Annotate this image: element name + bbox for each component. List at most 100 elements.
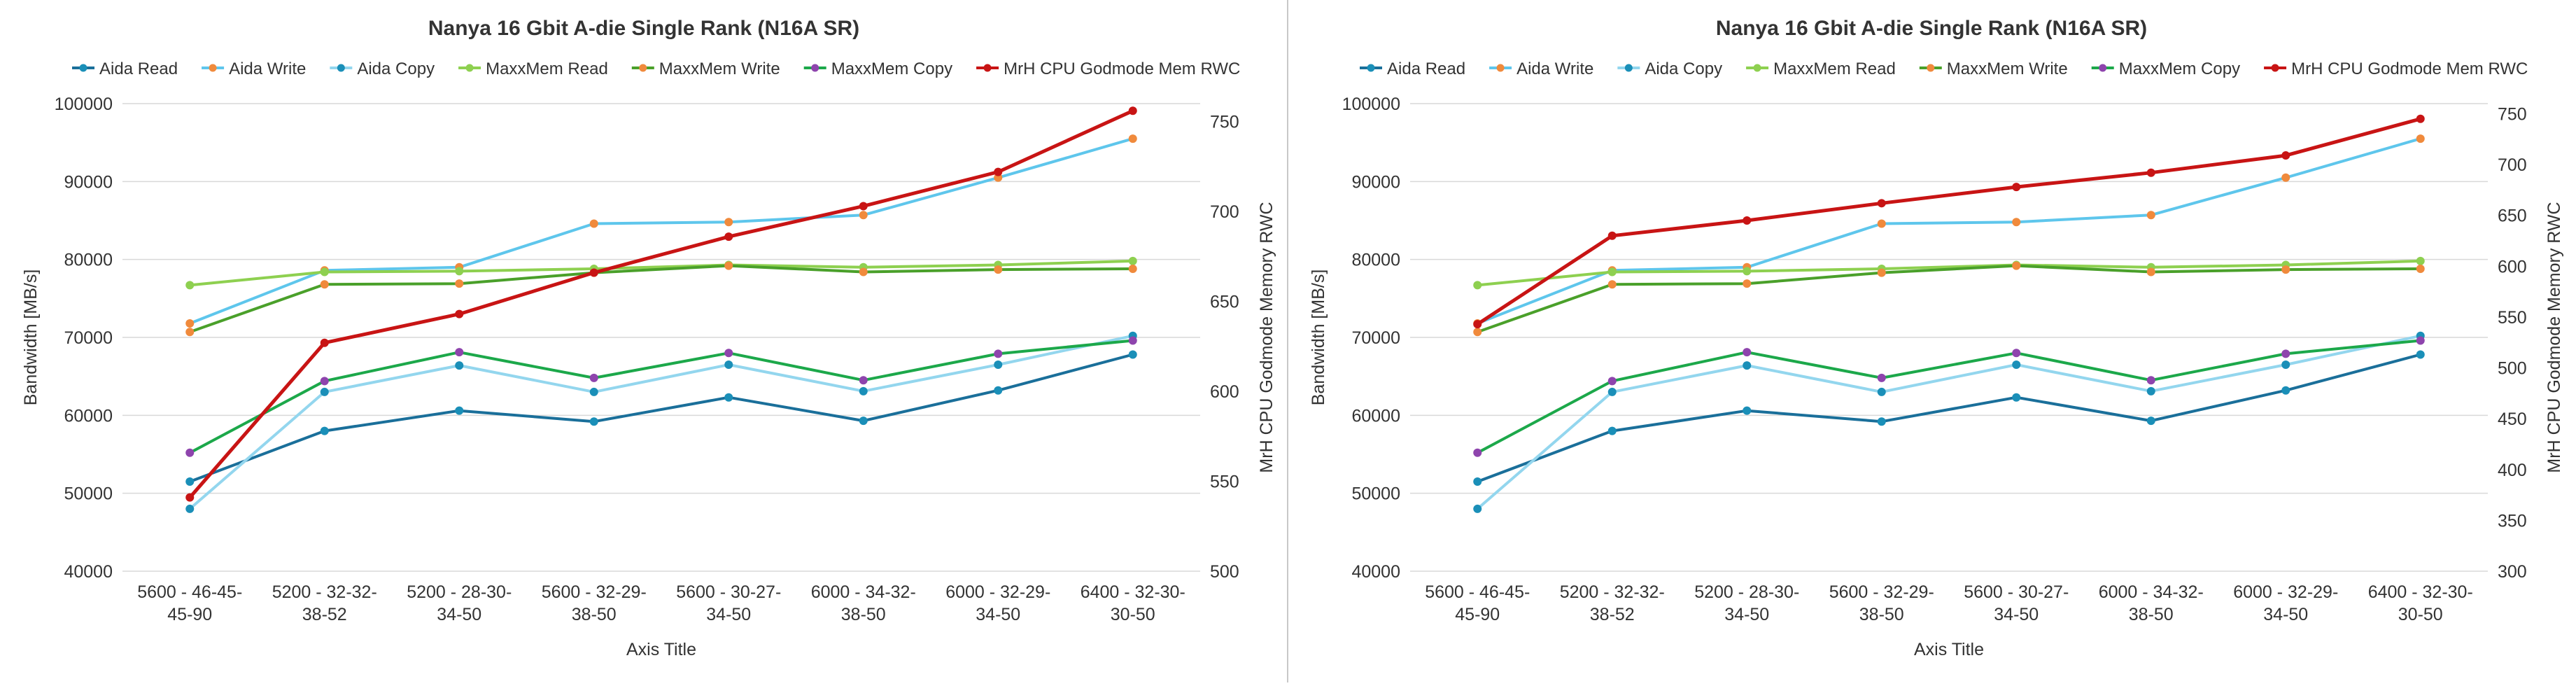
data-point	[1743, 361, 1752, 370]
data-point	[2281, 151, 2290, 160]
data-point	[859, 202, 868, 211]
data-point	[1877, 373, 1886, 382]
chart-panel-1: Nanya 16 Gbit A-die Single Rank (N16A SR…	[21, 17, 1276, 659]
data-point	[724, 349, 733, 358]
data-point	[2416, 256, 2425, 265]
data-point	[2281, 265, 2290, 274]
y2-tick-label: 500	[1210, 562, 1239, 582]
y-tick-label: 90000	[1351, 172, 1400, 192]
x-tick-label: 34-50	[1724, 605, 1769, 624]
x-tick-label: 5600 - 30-27-	[1964, 582, 2069, 602]
data-point	[994, 167, 1003, 176]
data-point	[2416, 350, 2425, 359]
legend-swatch-marker	[209, 64, 217, 72]
data-point	[185, 504, 195, 513]
x-tick-label: 5200 - 32-32-	[272, 582, 377, 602]
series-line	[1476, 334, 2421, 510]
series-line	[189, 137, 1134, 325]
data-point	[1128, 106, 1137, 115]
data-point	[589, 373, 598, 382]
x-tick-label: 5600 - 46-45-	[137, 582, 242, 602]
series-line	[1477, 339, 2421, 454]
data-point	[1473, 328, 1482, 337]
x-tick-label: 30-50	[2398, 605, 2443, 624]
y2-axis-label: MrH CPU Godmode Memory RWC	[2545, 202, 2564, 472]
x-tick-label: 6000 - 32-29-	[2233, 582, 2338, 602]
y2-tick-label: 400	[2498, 461, 2527, 480]
y-tick-label: 40000	[64, 562, 113, 582]
y2-tick-label: 750	[1210, 113, 1239, 132]
legend-label: MaxxMem Write	[659, 59, 780, 78]
data-point	[320, 280, 329, 289]
data-point	[1607, 231, 1617, 240]
data-point	[724, 360, 733, 369]
data-point	[1473, 281, 1482, 290]
legend-swatch-marker	[639, 64, 647, 72]
data-point	[455, 267, 464, 276]
data-point	[859, 416, 868, 426]
series-aida-write	[185, 134, 1137, 328]
data-point	[1877, 199, 1886, 208]
data-point	[1877, 219, 1886, 228]
series-line	[1477, 264, 2421, 334]
chart-panel-2: Nanya 16 Gbit A-die Single Rank (N16A SR…	[1309, 17, 2564, 659]
legend-swatch-marker	[465, 64, 474, 72]
data-point	[2146, 267, 2155, 276]
data-point	[1607, 377, 1617, 386]
x-tick-label: 34-50	[706, 605, 751, 624]
legend-label: MaxxMem Read	[1773, 59, 1896, 78]
data-point	[1473, 504, 1482, 513]
legend-label: MaxxMem Copy	[2119, 59, 2240, 78]
legend-swatch-marker	[2271, 64, 2279, 72]
data-point	[320, 338, 329, 347]
series-line	[1477, 353, 2421, 483]
data-point	[2012, 360, 2021, 369]
data-point	[2281, 349, 2290, 358]
legend-swatch-marker	[811, 64, 819, 72]
y-tick-label: 60000	[1351, 406, 1400, 426]
legend-label: MrH CPU Godmode Mem RWC	[2291, 59, 2528, 78]
data-point	[2281, 173, 2290, 182]
chart-title: Nanya 16 Gbit A-die Single Rank (N16A SR…	[428, 17, 859, 40]
x-tick-label: 6000 - 34-32-	[811, 582, 916, 602]
y-tick-label: 70000	[64, 328, 113, 348]
series-line	[190, 259, 1133, 287]
data-point	[724, 232, 733, 241]
data-point	[1743, 279, 1752, 288]
data-point	[185, 477, 195, 486]
data-point	[455, 309, 464, 318]
data-point	[185, 448, 195, 457]
data-point	[2012, 183, 2021, 192]
data-point	[2416, 265, 2425, 274]
data-point	[2146, 416, 2155, 426]
data-point	[2146, 168, 2155, 177]
y2-axis-label: MrH CPU Godmode Memory RWC	[1257, 202, 1276, 472]
x-tick-label: 5200 - 28-30-	[407, 582, 512, 602]
y2-tick-label: 650	[1210, 293, 1239, 312]
y2-tick-label: 600	[2498, 257, 2527, 276]
data-point	[2012, 218, 2021, 227]
series-line	[189, 339, 1133, 454]
data-point	[1607, 280, 1617, 289]
data-point	[724, 393, 733, 402]
y2-tick-label: 550	[1210, 472, 1239, 492]
data-point	[1128, 256, 1137, 265]
data-point	[2012, 393, 2021, 402]
y-tick-label: 70000	[1351, 328, 1400, 348]
series-mrh-cpu-godmode-mem-rwc	[1473, 114, 2425, 329]
data-point	[1877, 268, 1886, 277]
data-point	[1128, 336, 1137, 345]
series-aida-read	[1473, 350, 2425, 486]
x-tick-label: 5200 - 28-30-	[1694, 582, 1799, 602]
series-line	[189, 353, 1134, 483]
data-point	[589, 417, 598, 426]
data-point	[2146, 211, 2155, 220]
x-tick-label: 34-50	[2263, 605, 2308, 624]
series-aida-copy	[185, 331, 1137, 513]
data-point	[994, 349, 1003, 358]
x-tick-label: 5600 - 32-29-	[542, 582, 647, 602]
x-axis-label: Axis Title	[626, 640, 696, 659]
data-point	[589, 387, 598, 396]
legend-swatch-marker	[1927, 64, 1935, 72]
